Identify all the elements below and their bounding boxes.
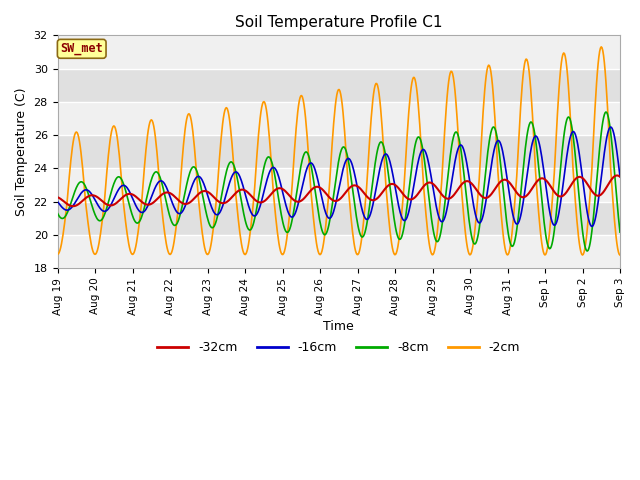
Bar [58,36,620,69]
Bar [58,202,620,235]
Bar [58,135,620,168]
Text: SW_met: SW_met [60,42,103,55]
X-axis label: Time: Time [323,320,354,333]
Bar [58,69,620,102]
Y-axis label: Soil Temperature (C): Soil Temperature (C) [15,87,28,216]
Legend: -32cm, -16cm, -8cm, -2cm: -32cm, -16cm, -8cm, -2cm [152,336,525,360]
Bar [58,168,620,202]
Bar [58,102,620,135]
Title: Soil Temperature Profile C1: Soil Temperature Profile C1 [235,15,442,30]
Bar [58,235,620,268]
